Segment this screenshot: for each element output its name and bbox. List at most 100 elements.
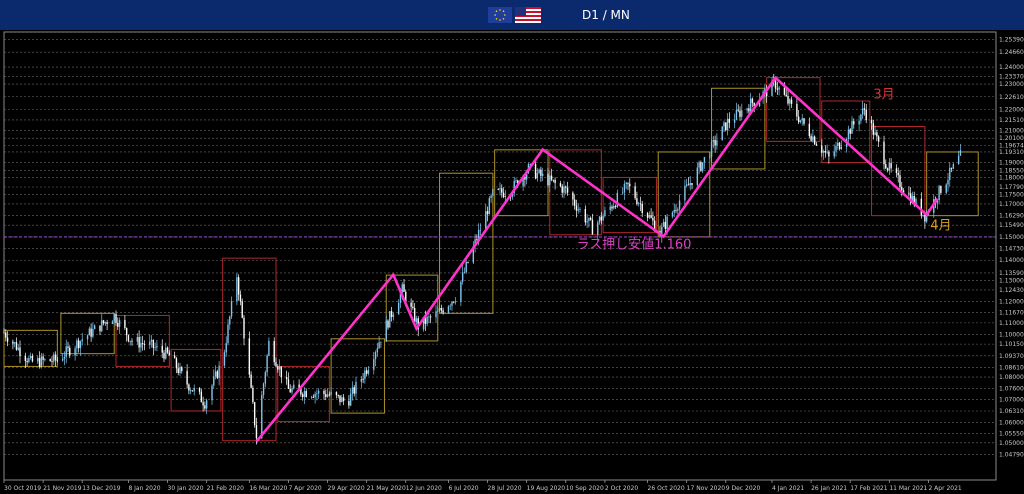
ann-march: 3月: [873, 87, 894, 102]
candle-body: [428, 316, 430, 318]
candle-body: [812, 136, 814, 141]
candle-body: [486, 211, 489, 215]
candle-body: [277, 366, 279, 370]
candle-body: [360, 378, 363, 382]
candle-body: [602, 215, 604, 221]
y-tick-label: 1.07000: [999, 396, 1024, 403]
candle-body: [497, 189, 499, 190]
candle-body: [885, 164, 887, 169]
candle-body: [250, 374, 252, 388]
y-tick-label: 1.08610: [999, 364, 1024, 371]
candle-body: [474, 239, 476, 247]
y-tick-label: 1.14730: [999, 246, 1024, 253]
candle-body: [417, 318, 419, 330]
candle-body: [173, 355, 176, 359]
candle-body: [673, 210, 675, 213]
y-tick-label: 1.13590: [999, 270, 1024, 277]
candle-body: [899, 175, 901, 188]
candle-body: [650, 215, 652, 218]
candle-body: [536, 172, 539, 179]
candle-body: [216, 371, 219, 379]
candle-body: [641, 203, 643, 213]
candle-body: [513, 180, 515, 193]
y-tick-label: 1.19674: [999, 142, 1024, 149]
monthly-box: [871, 125, 926, 217]
candle-body: [214, 371, 217, 377]
candle-body: [275, 362, 277, 367]
candle-body: [909, 193, 912, 204]
candle-body: [389, 311, 391, 328]
candle-body: [947, 179, 949, 185]
candle-body: [380, 341, 382, 343]
candle-body: [179, 367, 181, 373]
candle-body: [463, 272, 466, 273]
candle-body: [163, 352, 165, 359]
candle-body: [908, 192, 910, 194]
candle-body: [849, 129, 851, 134]
candle-body: [874, 132, 876, 135]
candle-body: [390, 311, 393, 318]
annotations: ラス押し安値1.160 3月 4月: [576, 87, 951, 252]
us-flag-canton: [515, 7, 526, 16]
candle-body: [362, 378, 364, 380]
candle-body: [19, 347, 21, 357]
x-tick-label: 12 Jun 2020: [406, 485, 442, 492]
candle-body: [925, 212, 928, 222]
candle-body: [634, 186, 636, 199]
x-tick-label: 21 May 2020: [367, 485, 406, 492]
candle-body: [796, 103, 798, 117]
candle-body: [597, 222, 599, 235]
y-tick-label: 1.12000: [999, 299, 1024, 306]
candle-body: [175, 358, 178, 369]
candle-body: [901, 187, 903, 191]
y-tick-label: 1.06310: [999, 408, 1024, 415]
candle-body: [24, 356, 27, 362]
candle-body: [696, 167, 699, 185]
candle-body: [298, 384, 300, 389]
candle-body: [662, 221, 665, 227]
candle-body: [835, 146, 837, 152]
y-tick-label: 1.21510: [999, 117, 1024, 124]
candle-body: [236, 277, 238, 302]
candle-body: [86, 335, 89, 340]
candle-body: [387, 320, 389, 328]
monthly-box: [439, 172, 494, 314]
candle-body: [534, 163, 537, 179]
x-tick-label: 13 Dec 2019: [82, 485, 121, 492]
candle-body: [449, 305, 451, 307]
candle-body: [698, 162, 700, 168]
candle-body: [280, 366, 283, 378]
candle-body: [824, 150, 827, 153]
candle-body: [746, 108, 748, 111]
candle-body: [803, 118, 805, 124]
candle-body: [703, 156, 706, 163]
candle-body: [559, 183, 562, 187]
candle-body: [895, 168, 898, 174]
candle-body: [136, 337, 139, 342]
candle-body: [101, 320, 103, 332]
candle-body: [851, 121, 853, 134]
candle-body: [940, 185, 942, 193]
y-tick-label: 1.10150: [999, 341, 1024, 348]
candle-body: [861, 108, 864, 115]
candle-body: [261, 394, 263, 439]
candle-body: [677, 209, 679, 211]
candle-body: [938, 185, 940, 201]
candle-body: [248, 338, 251, 375]
candle-body: [79, 341, 82, 349]
candle-body: [252, 387, 254, 403]
candle-body: [376, 348, 379, 353]
candle-body: [205, 400, 208, 409]
candle-body: [202, 402, 204, 406]
candle-body: [213, 376, 215, 386]
candle-body: [479, 229, 482, 231]
candle-body: [959, 150, 962, 156]
candle-body: [438, 307, 441, 311]
candle-body: [310, 396, 313, 398]
candle-body: [600, 216, 603, 221]
candle-body: [472, 246, 475, 263]
candle-body: [853, 121, 855, 125]
candle-body: [913, 195, 915, 205]
candle-body: [810, 136, 812, 141]
